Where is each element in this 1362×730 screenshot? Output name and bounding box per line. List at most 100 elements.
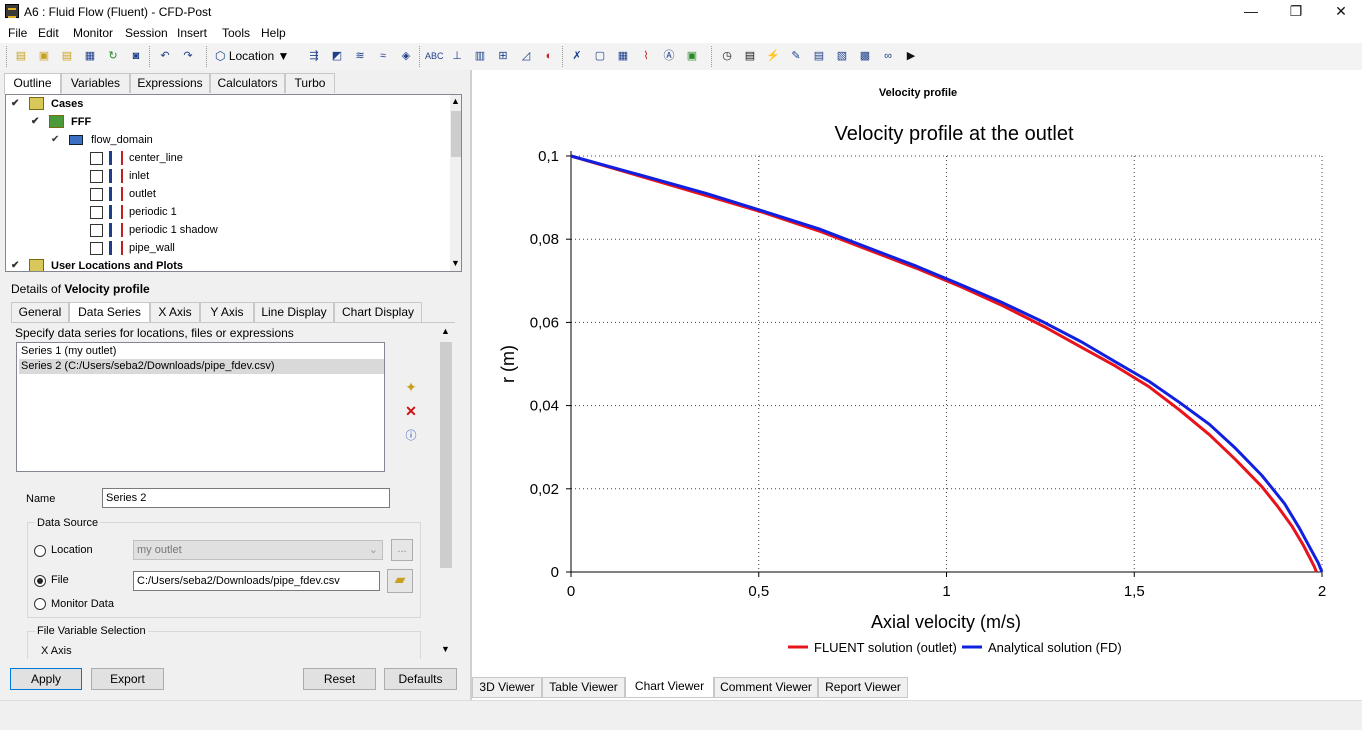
save-picture-icon[interactable]: ◙ (132, 50, 140, 62)
export-button[interactable]: Export (91, 668, 164, 690)
defaults-button[interactable]: Defaults (384, 668, 457, 690)
refresh-icon[interactable]: ↻ (108, 50, 118, 62)
redo-icon[interactable]: ↷ (183, 50, 193, 62)
vector-icon[interactable]: ⇶ (309, 50, 319, 62)
visibility-checkbox[interactable] (90, 242, 103, 255)
case-icon (49, 115, 64, 128)
minimize-button[interactable]: — (1244, 3, 1258, 19)
streamline-icon[interactable]: ≋ (355, 50, 365, 62)
comment-icon[interactable]: Ⓐ (663, 50, 675, 62)
tab-y-axis[interactable]: Y Axis (200, 302, 254, 322)
scroll-down-icon[interactable]: ▼ (451, 258, 460, 268)
legend-icon[interactable]: ▥ (474, 50, 486, 62)
quick-editor-icon[interactable]: ⚡ (766, 50, 780, 62)
visibility-checkbox[interactable] (90, 188, 103, 201)
scroll-down-icon[interactable]: ▼ (441, 644, 450, 654)
tab-data-series[interactable]: Data Series (69, 302, 150, 323)
menu-help[interactable]: Help (261, 26, 286, 40)
delete-series-icon[interactable]: ✕ (405, 403, 417, 419)
probe-icon[interactable]: ✎ (791, 50, 801, 62)
location-browse-button[interactable]: ... (391, 539, 413, 561)
menu-file[interactable]: File (8, 26, 28, 40)
menu-insert[interactable]: Insert (177, 26, 208, 40)
chart-icon[interactable]: ⌇ (643, 50, 649, 62)
tab-outline[interactable]: Outline (4, 73, 61, 94)
info-series-icon[interactable]: ⓘ (405, 430, 417, 442)
boundary-icon (109, 223, 123, 237)
scroll-up-icon[interactable]: ▲ (451, 96, 460, 106)
visibility-checkbox[interactable] (90, 152, 103, 165)
file-radio[interactable] (34, 575, 46, 587)
restore-button[interactable]: ❐ (1289, 3, 1303, 19)
table-icon[interactable]: ▦ (617, 50, 629, 62)
file-path-field[interactable]: C:/Users/seba2/Downloads/pipe_fdev.csv (133, 571, 380, 591)
details-scrollbar[interactable]: ▲ ▼ (438, 324, 454, 658)
chevron-down-icon[interactable]: ✔ (51, 134, 60, 145)
close-results-icon[interactable]: ▦ (84, 50, 96, 62)
function-calculator-icon[interactable]: ▤ (813, 50, 825, 62)
tab-report-viewer[interactable]: Report Viewer (818, 677, 908, 698)
coordinate-frame-icon[interactable]: ⊥ (452, 50, 462, 62)
load-results-icon[interactable]: ▤ (61, 50, 73, 62)
mesh-calculator-icon[interactable]: ▩ (859, 50, 871, 62)
expression-icon[interactable]: ▢ (594, 50, 606, 62)
command-editor-icon[interactable]: ▶ (906, 50, 916, 62)
case-comparison-icon[interactable]: ∞ (884, 50, 892, 62)
visibility-checkbox[interactable] (90, 206, 103, 219)
series-list[interactable]: Series 1 (my outlet) Series 2 (C:/Users/… (16, 342, 385, 472)
series-item-selected[interactable]: Series 2 (C:/Users/seba2/Downloads/pipe_… (19, 359, 384, 374)
menu-session[interactable]: Session (125, 26, 168, 40)
load-state-icon[interactable]: ▤ (15, 50, 27, 62)
tab-table-viewer[interactable]: Table Viewer (542, 677, 625, 698)
undo-icon[interactable]: ↶ (160, 50, 170, 62)
tab-variables[interactable]: Variables (61, 73, 130, 93)
text-icon[interactable]: ABC (425, 51, 444, 61)
new-series-icon[interactable]: ✦ (405, 379, 417, 395)
menu-edit[interactable]: Edit (38, 26, 59, 40)
tab-expressions[interactable]: Expressions (130, 73, 210, 93)
tab-comment-viewer[interactable]: Comment Viewer (714, 677, 818, 698)
location-dropdown[interactable]: ⬡ Location ▼ (215, 46, 295, 67)
timestep-icon[interactable]: ◷ (722, 50, 732, 62)
clip-plane-icon[interactable]: ◿ (521, 50, 531, 62)
series-name-field[interactable]: Series 2 (102, 488, 390, 508)
tree-scrollbar-thumb[interactable] (451, 111, 461, 157)
details-scrollbar-thumb[interactable] (440, 342, 452, 568)
tab-general[interactable]: General (11, 302, 69, 322)
tab-chart-display[interactable]: Chart Display (334, 302, 422, 322)
chevron-down-icon[interactable]: ✔ (11, 98, 20, 109)
location-radio[interactable] (34, 545, 46, 557)
location-select[interactable]: my outlet ⌄ (133, 540, 383, 560)
macro-icon[interactable]: ▧ (836, 50, 848, 62)
chevron-down-icon[interactable]: ✔ (31, 116, 40, 127)
variable-icon[interactable]: ✗ (572, 50, 582, 62)
volume-rendering-icon[interactable]: ◈ (401, 50, 411, 62)
color-map-icon[interactable]: ◐ (545, 50, 553, 62)
tab-chart-viewer[interactable]: Chart Viewer (625, 677, 714, 698)
monitor-radio[interactable] (34, 598, 46, 610)
series-item[interactable]: Series 1 (my outlet) (21, 345, 117, 357)
tab-3d-viewer[interactable]: 3D Viewer (472, 677, 542, 698)
visibility-checkbox[interactable] (90, 224, 103, 237)
open-icon[interactable]: ▣ (38, 50, 50, 62)
apply-button[interactable]: Apply (10, 668, 82, 690)
scroll-up-icon[interactable]: ▲ (441, 326, 450, 336)
tab-turbo[interactable]: Turbo (285, 73, 335, 93)
close-button[interactable]: ✕ (1335, 3, 1347, 19)
contour-icon[interactable]: ◩ (331, 50, 343, 62)
figure-icon[interactable]: ▣ (686, 50, 698, 62)
menu-tools[interactable]: Tools (222, 26, 251, 40)
animation-icon[interactable]: ▤ (744, 50, 756, 62)
particle-track-icon[interactable]: ≈ (379, 50, 387, 62)
menu-monitor[interactable]: Monitor (73, 26, 114, 40)
tab-x-axis[interactable]: X Axis (150, 302, 200, 322)
reset-button[interactable]: Reset (303, 668, 376, 690)
tab-line-display[interactable]: Line Display (254, 302, 334, 322)
tree-label-case: FFF (71, 116, 92, 128)
instance-transform-icon[interactable]: ⊞ (498, 50, 508, 62)
tab-calculators[interactable]: Calculators (210, 73, 285, 93)
folder-open-icon[interactable]: ▰ (387, 569, 413, 593)
visibility-checkbox[interactable] (90, 170, 103, 183)
tree-scrollbar[interactable]: ▲ ▼ (450, 95, 461, 271)
chevron-down-icon[interactable]: ✔ (11, 260, 20, 271)
